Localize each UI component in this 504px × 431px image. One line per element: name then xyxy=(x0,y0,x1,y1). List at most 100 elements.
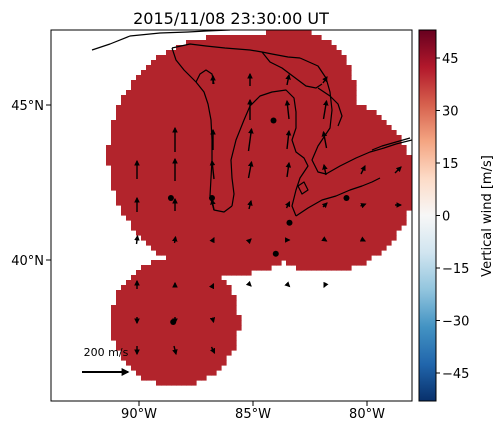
field-cell xyxy=(181,230,187,236)
field-cell xyxy=(391,165,397,171)
field-cell xyxy=(236,240,242,246)
field-cell xyxy=(141,205,147,211)
field-cell xyxy=(406,175,412,181)
field-cell xyxy=(216,40,222,46)
field-cell xyxy=(346,85,352,91)
field-cell xyxy=(321,120,327,126)
field-cell xyxy=(186,115,192,121)
field-cell xyxy=(156,285,162,291)
field-cell xyxy=(306,180,312,186)
field-cell xyxy=(336,255,342,261)
field-cell xyxy=(311,135,317,141)
field-cell xyxy=(386,160,392,166)
field-cell xyxy=(321,225,327,231)
field-cell xyxy=(271,165,277,171)
field-cell xyxy=(136,300,142,306)
field-cell xyxy=(141,90,147,96)
field-cell xyxy=(201,180,207,186)
field-cell xyxy=(156,70,162,76)
field-cell xyxy=(216,135,222,141)
field-cell xyxy=(131,295,137,301)
field-cell xyxy=(186,55,192,61)
field-cell xyxy=(341,105,347,111)
field-cell xyxy=(156,290,162,296)
field-cell xyxy=(366,130,372,136)
field-cell xyxy=(326,55,332,61)
field-cell xyxy=(331,80,337,86)
field-cell xyxy=(291,80,297,86)
field-cell xyxy=(266,80,272,86)
field-cell xyxy=(376,135,382,141)
field-cell xyxy=(286,35,292,41)
field-cell xyxy=(231,210,237,216)
field-cell xyxy=(226,295,232,301)
field-cell xyxy=(176,45,182,51)
field-cell xyxy=(181,200,187,206)
field-cell xyxy=(116,330,122,336)
field-cell xyxy=(181,380,187,386)
field-cell xyxy=(341,200,347,206)
field-cell xyxy=(391,175,397,181)
field-cell xyxy=(126,200,132,206)
field-cell xyxy=(261,200,267,206)
field-cell xyxy=(231,40,237,46)
field-cell xyxy=(321,265,327,271)
field-cell xyxy=(221,65,227,71)
field-cell xyxy=(111,125,117,131)
field-cell xyxy=(396,155,402,161)
field-cell xyxy=(141,185,147,191)
field-cell xyxy=(346,170,352,176)
field-cell xyxy=(296,135,302,141)
field-cell xyxy=(216,130,222,136)
field-cell xyxy=(191,265,197,271)
field-cell xyxy=(141,145,147,151)
field-cell xyxy=(221,220,227,226)
field-cell xyxy=(171,190,177,196)
field-cell xyxy=(336,185,342,191)
field-cell xyxy=(286,260,292,266)
field-cell xyxy=(146,275,152,281)
field-cell xyxy=(266,135,272,141)
field-cell xyxy=(126,295,132,301)
field-cell xyxy=(131,155,137,161)
field-cell xyxy=(256,260,262,266)
field-cell xyxy=(221,235,227,241)
field-cell xyxy=(256,110,262,116)
field-cell xyxy=(121,200,127,206)
field-cell xyxy=(146,330,152,336)
field-cell xyxy=(196,360,202,366)
field-cell xyxy=(371,180,377,186)
field-cell xyxy=(186,215,192,221)
field-cell xyxy=(301,165,307,171)
field-cell xyxy=(331,155,337,161)
field-cell xyxy=(176,200,182,206)
field-cell xyxy=(271,130,277,136)
field-cell xyxy=(336,145,342,151)
field-cell xyxy=(201,140,207,146)
field-cell xyxy=(156,340,162,346)
field-cell xyxy=(301,75,307,81)
field-cell xyxy=(286,190,292,196)
field-cell xyxy=(241,185,247,191)
field-cell xyxy=(126,325,132,331)
field-cell xyxy=(156,310,162,316)
field-cell xyxy=(176,50,182,56)
field-cell xyxy=(176,215,182,221)
field-cell xyxy=(141,85,147,91)
field-cell xyxy=(186,110,192,116)
field-cell xyxy=(281,185,287,191)
field-cell xyxy=(206,335,212,341)
field-cell xyxy=(356,110,362,116)
field-cell xyxy=(221,70,227,76)
field-cell xyxy=(296,225,302,231)
field-cell xyxy=(191,155,197,161)
field-cell xyxy=(261,245,267,251)
field-cell xyxy=(146,170,152,176)
field-cell xyxy=(221,335,227,341)
field-cell xyxy=(356,130,362,136)
field-cell xyxy=(186,75,192,81)
field-cell xyxy=(336,205,342,211)
field-cell xyxy=(166,70,172,76)
field-cell xyxy=(116,190,122,196)
field-cell xyxy=(226,340,232,346)
